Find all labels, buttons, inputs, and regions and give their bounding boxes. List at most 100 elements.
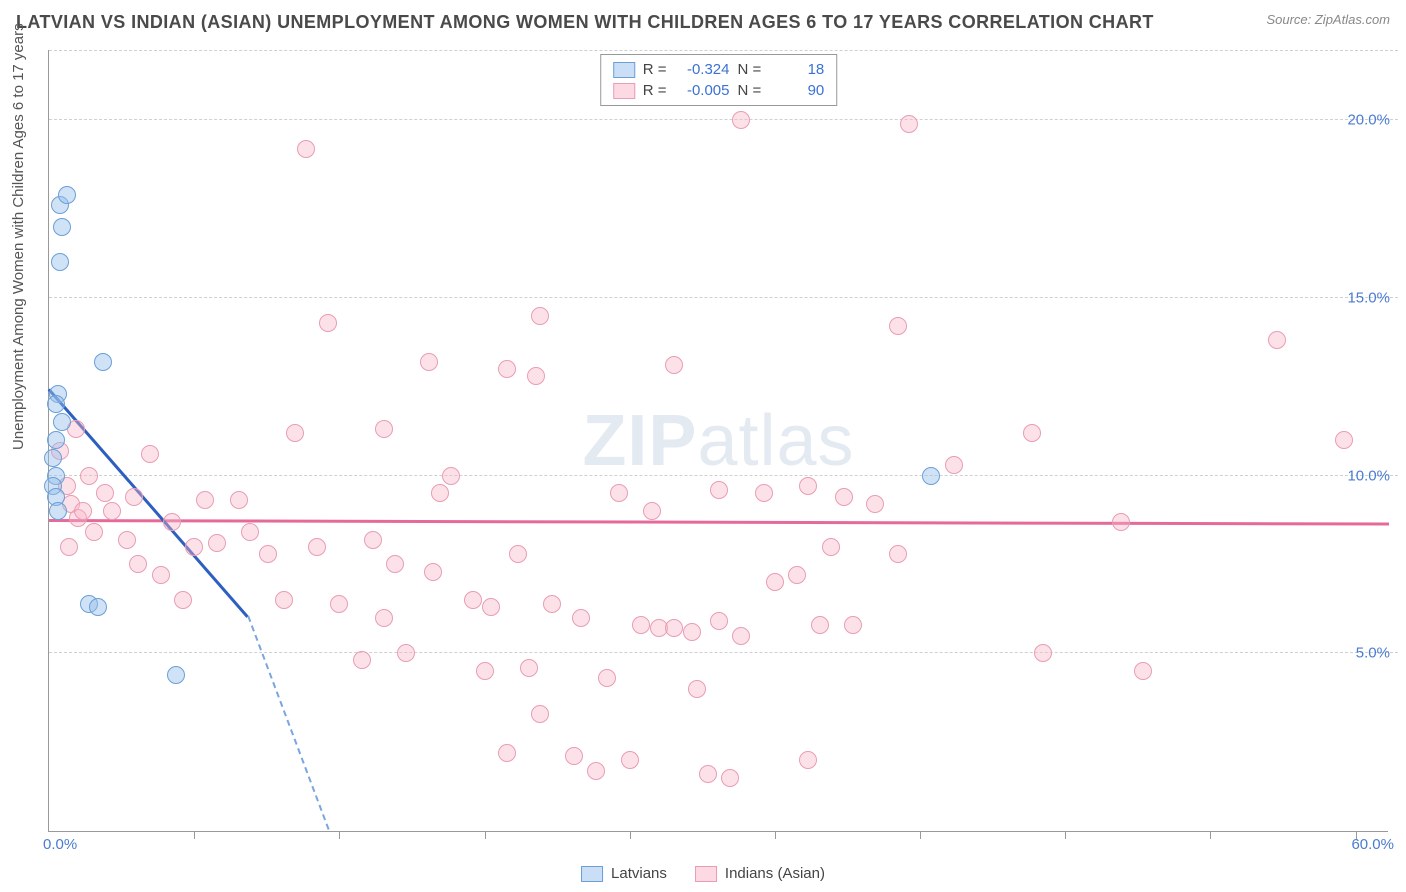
- x-tick: [630, 831, 631, 839]
- data-point: [74, 502, 92, 520]
- gridline-h: [49, 119, 1398, 120]
- n-value-latvians: 18: [769, 61, 824, 78]
- data-point: [498, 360, 516, 378]
- r-value-latvians: -0.324: [675, 61, 730, 78]
- data-point: [125, 488, 143, 506]
- data-point: [386, 555, 404, 573]
- data-point: [80, 467, 98, 485]
- y-axis-label: Unemployment Among Women with Children A…: [10, 23, 27, 450]
- data-point: [520, 659, 538, 677]
- data-point: [141, 445, 159, 463]
- data-point: [241, 523, 259, 541]
- x-tick: [1065, 831, 1066, 839]
- data-point: [44, 449, 62, 467]
- data-point: [431, 484, 449, 502]
- data-point: [732, 111, 750, 129]
- watermark: ZIPatlas: [582, 400, 854, 482]
- legend-item-latvians: Latvians: [581, 865, 667, 882]
- swatch-indian-icon: [695, 866, 717, 882]
- data-point: [297, 140, 315, 158]
- data-point: [152, 566, 170, 584]
- data-point: [420, 353, 438, 371]
- y-tick-label: 15.0%: [1347, 289, 1390, 306]
- data-point: [665, 619, 683, 637]
- data-point: [375, 420, 393, 438]
- n-value-indians: 90: [769, 82, 824, 99]
- data-point: [53, 413, 71, 431]
- data-point: [835, 488, 853, 506]
- data-point: [118, 531, 136, 549]
- data-point: [755, 484, 773, 502]
- watermark-bold: ZIP: [582, 401, 697, 481]
- data-point: [163, 513, 181, 531]
- series-legend: Latvians Indians (Asian): [581, 865, 825, 882]
- data-point: [482, 598, 500, 616]
- x-tick-label: 60.0%: [1351, 836, 1394, 853]
- source-label: Source: ZipAtlas.com: [1266, 12, 1390, 27]
- trend-line: [247, 616, 330, 830]
- data-point: [464, 591, 482, 609]
- data-point: [799, 751, 817, 769]
- data-point: [1134, 662, 1152, 680]
- data-point: [587, 762, 605, 780]
- swatch-indian-icon: [613, 83, 635, 99]
- gridline-h: [49, 652, 1398, 653]
- y-tick-label: 10.0%: [1347, 467, 1390, 484]
- data-point: [710, 612, 728, 630]
- r-label: R =: [643, 82, 667, 99]
- data-point: [1034, 644, 1052, 662]
- data-point: [167, 666, 185, 684]
- data-point: [866, 495, 884, 513]
- data-point: [49, 502, 67, 520]
- x-tick: [339, 831, 340, 839]
- data-point: [259, 545, 277, 563]
- legend-row-indians: R = -0.005 N = 90: [601, 80, 837, 101]
- data-point: [89, 598, 107, 616]
- data-point: [51, 253, 69, 271]
- data-point: [572, 609, 590, 627]
- swatch-latvian-icon: [613, 62, 635, 78]
- r-label: R =: [643, 61, 667, 78]
- data-point: [1023, 424, 1041, 442]
- data-point: [889, 317, 907, 335]
- x-tick: [920, 831, 921, 839]
- gridline-h: [49, 475, 1398, 476]
- data-point: [498, 744, 516, 762]
- data-point: [632, 616, 650, 634]
- plot-area: ZIPatlas R = -0.324 N = 18 R = -0.005 N …: [48, 50, 1388, 832]
- data-point: [721, 769, 739, 787]
- data-point: [330, 595, 348, 613]
- data-point: [353, 651, 371, 669]
- data-point: [174, 591, 192, 609]
- data-point: [58, 186, 76, 204]
- data-point: [531, 307, 549, 325]
- data-point: [683, 623, 701, 641]
- swatch-latvian-icon: [581, 866, 603, 882]
- data-point: [621, 751, 639, 769]
- data-point: [922, 467, 940, 485]
- data-point: [531, 705, 549, 723]
- data-point: [442, 467, 460, 485]
- data-point: [543, 595, 561, 613]
- data-point: [397, 644, 415, 662]
- data-point: [643, 502, 661, 520]
- data-point: [129, 555, 147, 573]
- x-tick: [194, 831, 195, 839]
- n-label: N =: [738, 82, 762, 99]
- data-point: [527, 367, 545, 385]
- title-bar: LATVIAN VS INDIAN (ASIAN) UNEMPLOYMENT A…: [16, 12, 1390, 33]
- legend-label-latvians: Latvians: [611, 865, 667, 882]
- data-point: [96, 484, 114, 502]
- data-point: [565, 747, 583, 765]
- data-point: [476, 662, 494, 680]
- data-point: [1268, 331, 1286, 349]
- data-point: [900, 115, 918, 133]
- data-point: [1335, 431, 1353, 449]
- data-point: [47, 395, 65, 413]
- data-point: [85, 523, 103, 541]
- data-point: [811, 616, 829, 634]
- data-point: [699, 765, 717, 783]
- data-point: [375, 609, 393, 627]
- data-point: [509, 545, 527, 563]
- correlation-legend: R = -0.324 N = 18 R = -0.005 N = 90: [600, 54, 838, 106]
